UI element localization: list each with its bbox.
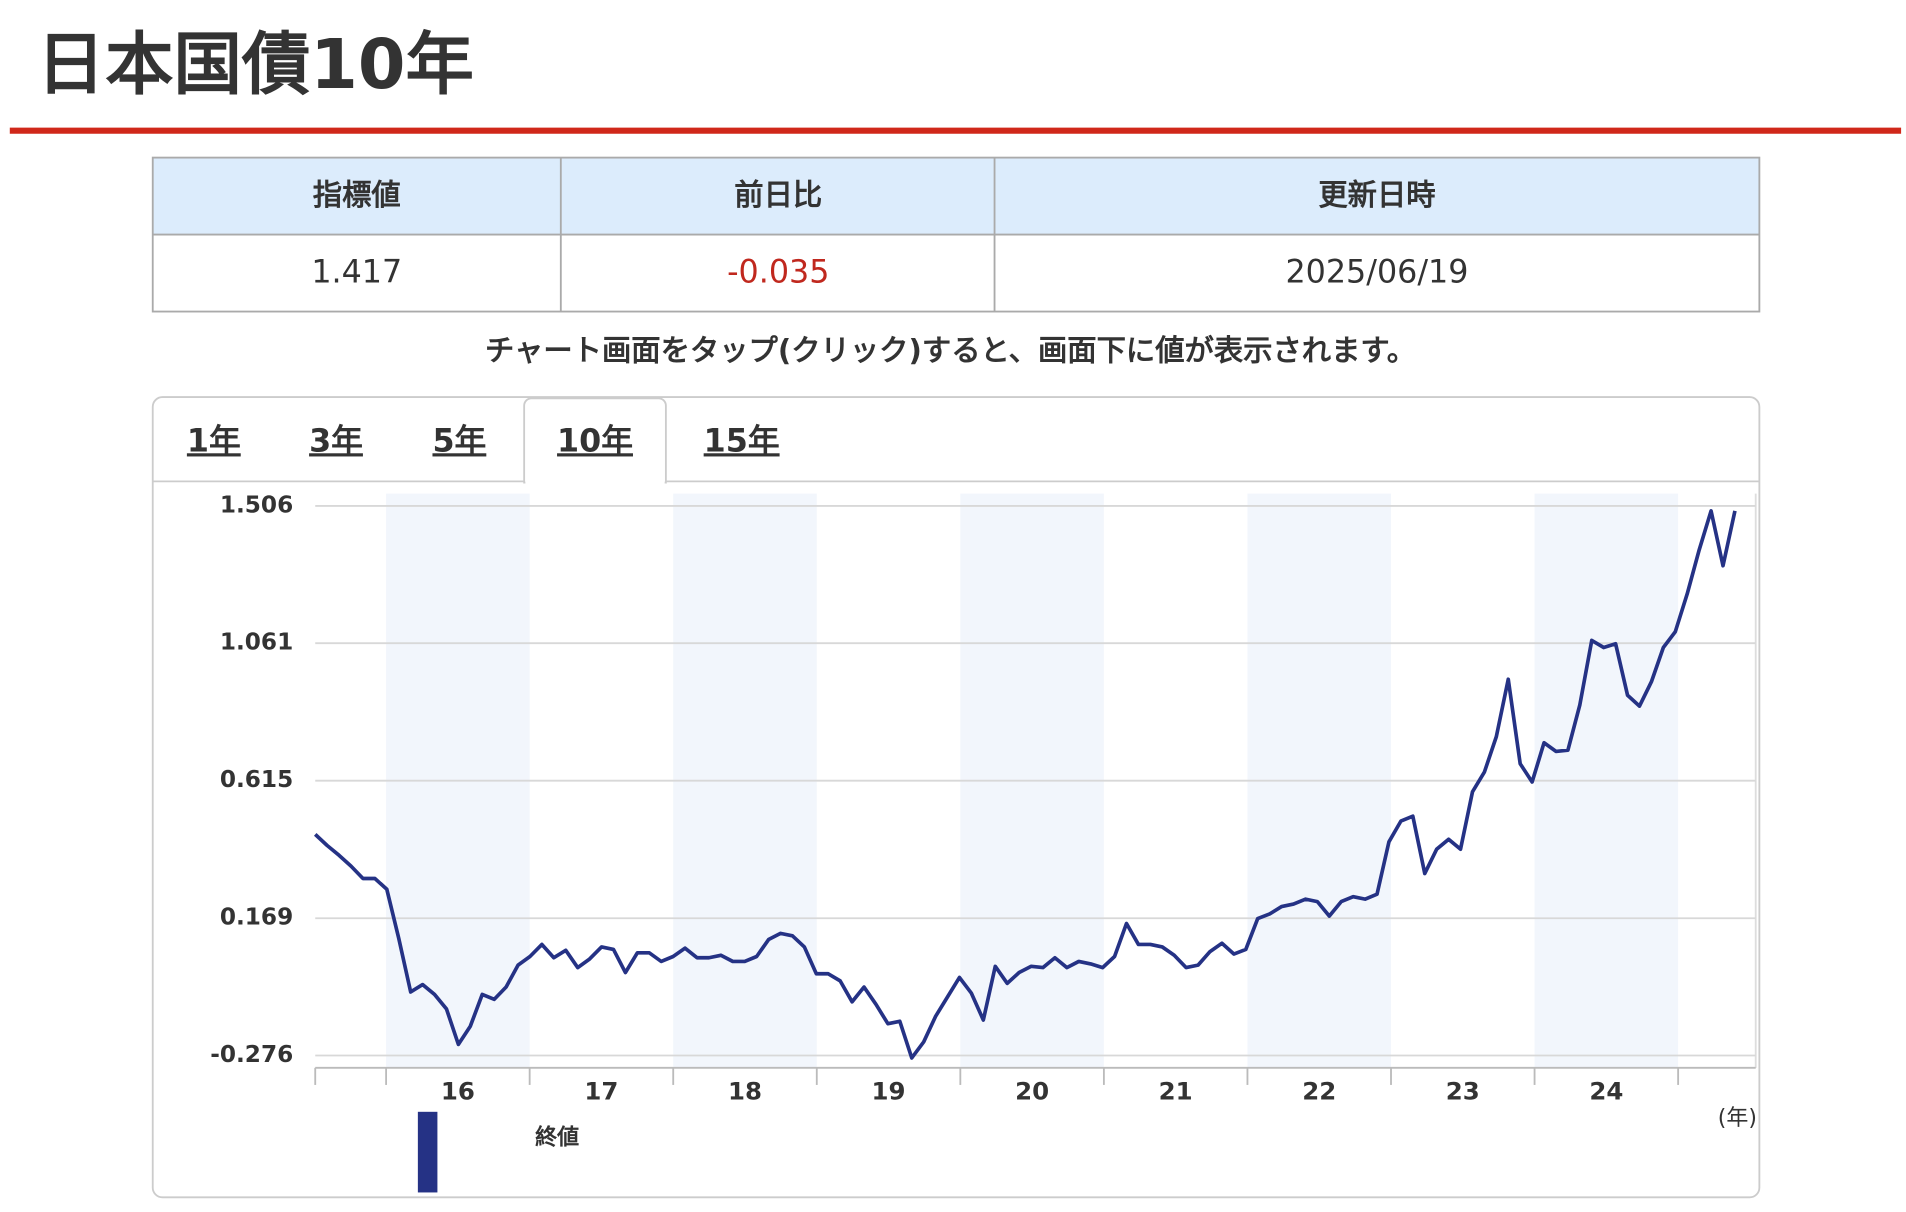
range-tab[interactable]: 10年 [557, 423, 633, 459]
x-tick-label: 16 [441, 1076, 475, 1105]
y-tick-label: 1.506 [220, 491, 293, 518]
table-cell: -0.035 [727, 255, 829, 291]
page-title: 日本国債10年 [37, 26, 474, 105]
x-tick-label: 17 [584, 1076, 618, 1105]
x-tick-label: 22 [1302, 1076, 1336, 1105]
active-tab-gap [525, 478, 665, 486]
x-tick-label: 20 [1015, 1076, 1049, 1105]
x-tick-label: 19 [872, 1076, 906, 1105]
quote-table: 指標値 前日比 更新日時 1.417 -0.035 2025/06/19 [151, 156, 1761, 313]
legend-swatch [417, 1111, 438, 1193]
range-tab[interactable]: 3年 [309, 423, 363, 459]
y-tick-label: 0.615 [220, 766, 293, 793]
table-header: 前日比 [734, 178, 822, 212]
chart-note: チャート画面をタップ(クリック)すると、画面下に値が表示されます。 [485, 333, 1416, 367]
range-tab[interactable]: 5年 [432, 423, 486, 459]
series-line [313, 509, 1737, 1060]
table-header: 指標値 [313, 178, 401, 212]
x-tick-label: 18 [728, 1076, 762, 1105]
table-cell: 1.417 [311, 255, 402, 291]
table-header-bg [152, 157, 1760, 235]
plot: -0.276 0.169 0.615 1.061 1.506 16 17 18 19 20 21 22… [210, 491, 1757, 1193]
legend-label: 終値 [535, 1125, 579, 1151]
x-tick-label: 24 [1589, 1076, 1623, 1105]
range-tab[interactable]: 15年 [704, 423, 780, 459]
x-axis-unit: (年) [1718, 1106, 1757, 1131]
table-cell: 2025/06/19 [1285, 255, 1468, 291]
y-tick-label: 0.169 [220, 904, 293, 931]
y-tick-label: 1.061 [220, 629, 293, 656]
y-tick-label: -0.276 [210, 1041, 293, 1068]
range-tab[interactable]: 1年 [187, 423, 241, 459]
table-header: 更新日時 [1318, 178, 1435, 212]
active-tab-bg [523, 397, 667, 484]
x-tick-label: 23 [1446, 1076, 1480, 1105]
x-tick-label: 21 [1159, 1076, 1193, 1105]
